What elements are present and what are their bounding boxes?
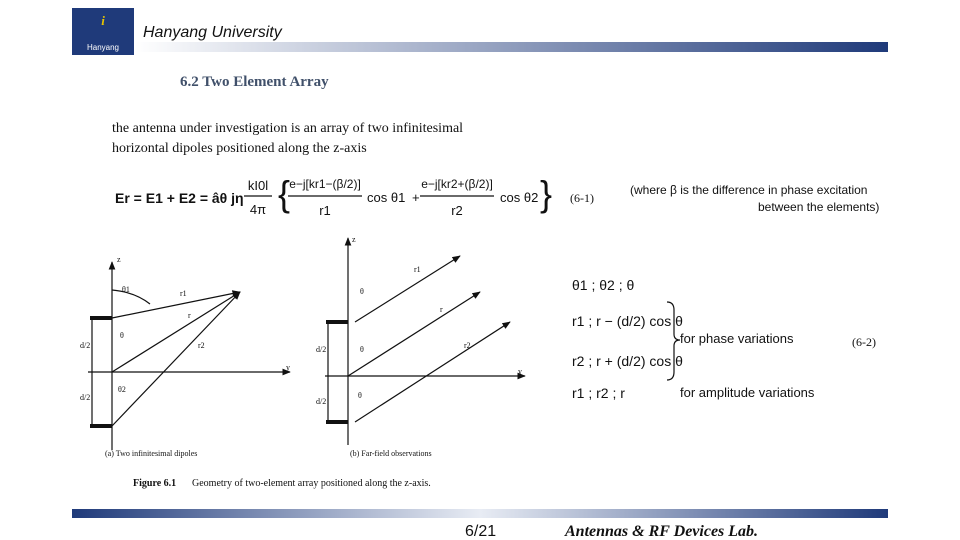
subcaption: (a) Two infinitesimal dipoles [105,449,197,458]
eq-text: cos θ1 [367,190,405,205]
figure-a: z θ1 r1 r θ r2 θ2 d/2 d/2 y (a) Two infi… [80,255,291,458]
eq-lhs: Er = E1 + E2 = âθ jη [115,190,244,206]
lab-name: Antennas & RF Devices Lab. [564,523,758,540]
fig-label: r2 [198,341,205,350]
eq-note: between the elements) [758,200,879,214]
fig-label: y [286,363,290,372]
fig-label: y [518,367,522,376]
eq-label: (6-1) [570,191,594,205]
brace: } [540,173,552,214]
fig-label: d/2 [316,397,326,406]
header-bar [135,42,888,52]
fig-label: r1 [414,265,421,274]
eq-text: 4π [250,202,266,217]
eq-text: r2 [451,203,463,218]
eq-note: for amplitude variations [680,385,815,400]
body-line: the antenna under investigation is an ar… [112,121,463,136]
eq-text: + [412,190,420,205]
fig-label: θ2 [118,385,126,394]
eq-text: kI0l [248,178,268,193]
slide-title: 6.2 Two Element Array [180,74,329,90]
eq-text: r1 ; r − (d/2) cos θ [572,313,683,329]
fig-label: d/2 [80,341,90,350]
logo [72,8,134,55]
eq-text: θ1 ; θ2 ; θ [572,277,634,293]
eq-text: r1 ; r2 ; r [572,385,625,401]
fig-label: θ1 [122,285,130,294]
fig-label: z [352,235,356,244]
subcaption: (b) Far-field observations [350,449,432,458]
university: Hanyang University [143,24,283,41]
fig-label: r [188,311,191,320]
equation: Er = E1 + E2 = âθ jη kI0l 4π { e−j[kr1−(… [115,173,552,218]
fig-label: θ [360,287,364,296]
fig-label: θ [120,331,124,340]
eq-note: (where β is the difference in phase exci… [630,183,867,197]
eq-text: cos θ2 [500,190,538,205]
eq-text: r2 ; r + (d/2) cos θ [572,353,683,369]
eq-text: e−j[kr2+(β/2)] [421,177,493,191]
fig-label: θ [360,345,364,354]
fig-label: r1 [180,289,187,298]
page-number: 6/21 [465,523,496,540]
fig-label: θ [358,391,362,400]
fig-label: r2 [464,341,471,350]
brace: { [278,173,290,214]
fig-label: z [117,255,121,264]
equation-2: θ1 ; θ2 ; θ r1 ; r − (d/2) cos θ r2 ; r … [572,277,876,401]
logo-mark: i [101,13,105,28]
figure-b: z r1 θ r θ r2 θ d/2 d/2 y (b) Far-field … [316,235,526,458]
eq-label: (6-2) [852,335,876,349]
logo-text: Hanyang [87,43,119,52]
body-line: horizontal dipoles positioned along the … [112,141,367,156]
eq-note: for phase variations [680,331,794,346]
fig-label: r [440,305,443,314]
fig-label: d/2 [80,393,90,402]
eq-text: r1 [319,203,331,218]
caption-label: Figure 6.1 [133,478,176,489]
footer-bar [72,509,888,518]
eq-text: e−j[kr1−(β/2)] [289,177,361,191]
caption: Geometry of two-element array positioned… [192,478,431,489]
fig-label: d/2 [316,345,326,354]
